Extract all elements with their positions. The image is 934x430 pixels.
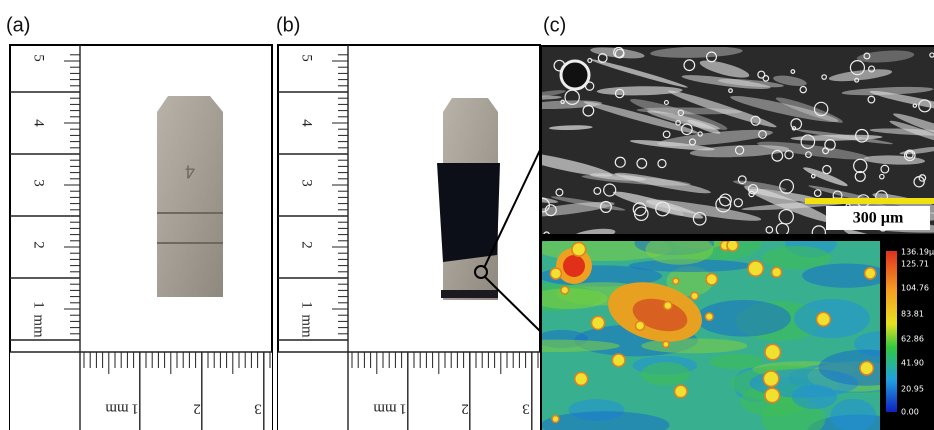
bump	[706, 274, 717, 285]
scale-bar	[805, 198, 934, 204]
colorbar-label: 125.71	[901, 260, 929, 269]
ruler-label: 2	[461, 401, 469, 417]
panel-label: (a)	[6, 14, 30, 36]
ruler-unit: mm	[373, 401, 397, 417]
region	[792, 385, 837, 409]
ruler-unit: mm	[105, 401, 129, 417]
bump	[550, 268, 561, 279]
bump	[561, 286, 569, 294]
sample	[157, 96, 223, 297]
colorbar-label: 20.95	[901, 385, 924, 394]
ruler-label: 3	[31, 179, 47, 187]
ruler-label: 1	[131, 401, 139, 417]
panel-label: (c)	[543, 14, 566, 36]
panel-a: 54321mm123mm4	[10, 45, 272, 430]
ruler-label: 3	[254, 401, 262, 417]
region	[794, 299, 870, 338]
colorbar-label: 0.00	[901, 408, 919, 417]
peak	[563, 255, 585, 277]
ruler-unit: mm	[31, 314, 47, 338]
ruler-label: 5	[31, 54, 47, 62]
pore	[561, 61, 589, 89]
ruler-label: 4	[299, 119, 315, 127]
colorbar-label: 136.19µ	[901, 248, 934, 257]
colorbar-label: 62.86	[901, 335, 924, 344]
colorbar-label: 83.81	[901, 310, 924, 319]
bump	[552, 416, 559, 423]
ruler-label: 1	[31, 301, 47, 309]
ruler-label: 2	[193, 401, 201, 417]
ruler-label: 3	[299, 179, 315, 187]
region	[710, 354, 764, 369]
bump	[592, 316, 605, 329]
bump	[748, 261, 763, 276]
colorbar-label: 104.76	[901, 284, 929, 293]
bump	[663, 341, 669, 347]
ruler-label: 2	[299, 241, 315, 249]
ruler-label: 5	[299, 54, 315, 62]
panel-b: 54321mm123mm	[278, 45, 540, 430]
ruler-label: 1	[299, 301, 315, 309]
ruler-unit: mm	[299, 314, 315, 338]
coating-edge	[441, 290, 498, 298]
bump	[673, 278, 679, 284]
scale-bar-label: 300 µm	[853, 210, 904, 227]
panel-c: 300 µm 136.19µ 125.71 104.76 83.81 62.86 41.9…	[475, 23, 934, 430]
ruler-label: 2	[31, 241, 47, 249]
figure: (a) (b) (c) 54321mm123mm4 54321mm123mm 3…	[0, 0, 934, 430]
ruler-label: 1	[399, 401, 407, 417]
ruler-label: 4	[31, 119, 47, 127]
bump	[772, 267, 782, 277]
bump	[675, 385, 687, 397]
bump	[727, 240, 738, 251]
bump	[865, 268, 876, 279]
region	[641, 362, 690, 386]
bump	[765, 388, 780, 403]
colorbar-label: 41.90	[901, 359, 924, 368]
bump	[706, 313, 714, 321]
bump	[575, 373, 588, 386]
panel-label: (b)	[276, 14, 300, 36]
colorbar	[886, 251, 897, 412]
bump	[572, 242, 586, 256]
bump	[817, 312, 831, 326]
region	[802, 263, 890, 287]
bump	[664, 301, 672, 309]
bump	[763, 371, 778, 386]
coating	[437, 163, 500, 262]
bump	[635, 321, 644, 330]
bump	[612, 354, 625, 367]
bump	[691, 292, 698, 299]
sample-marking: 4	[185, 161, 195, 181]
bump	[765, 344, 780, 359]
ruler-label: 3	[522, 401, 530, 417]
bump	[860, 362, 873, 375]
